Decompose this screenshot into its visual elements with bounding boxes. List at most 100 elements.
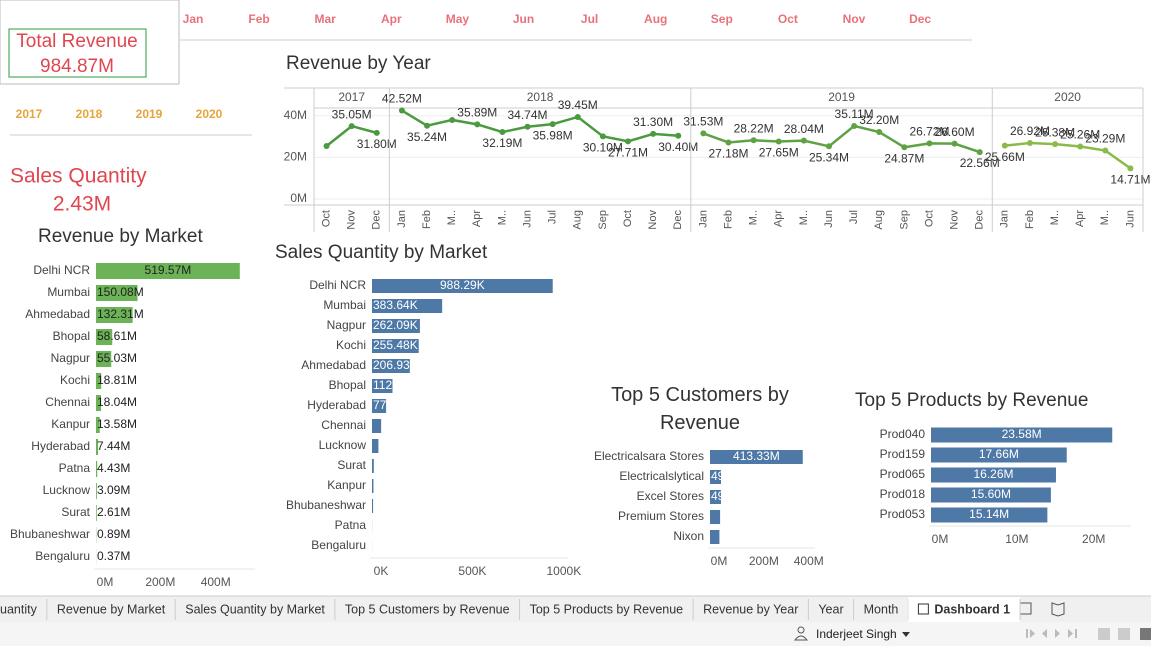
bar [372,419,382,433]
tab-label[interactable]: Revenue by Year [703,602,798,616]
x-tick-label: Jun [823,210,835,228]
line [401,109,679,143]
bar [931,427,1113,443]
x-tick-label: 0M [711,554,728,568]
month-filter[interactable]: Sep [711,12,733,26]
x-tick-label: Oct [923,210,935,227]
x-tick-label: 0M [932,532,949,546]
data-label: 42.52M [382,92,422,106]
nav-controls [1026,628,1151,640]
category-label: Bhopal [329,378,366,392]
tab-label[interactable]: Top 5 Customers by Revenue [345,602,510,616]
data-label: 13.58M [97,417,137,431]
category-label: Ahmedabad [25,307,90,321]
bar [710,450,803,464]
x-tick-label: Apr [1074,210,1086,227]
category-label: Prod018 [880,487,926,501]
category-label: Delhi NCR [33,263,90,277]
year-filter[interactable]: 2019 [136,107,163,121]
x-tick-label: Oct [622,210,634,227]
year-filter[interactable]: 2017 [16,107,43,121]
x-tick-label: 1000K [547,564,582,578]
user-dropdown[interactable] [902,632,910,637]
month-filter[interactable]: Jun [513,12,534,26]
tab-label[interactable]: Dashboard 1 [934,602,1010,616]
month-filter[interactable]: Jul [581,12,598,26]
category-label: Bhubaneshwar [286,498,366,512]
user-name[interactable]: Inderjeet Singh [816,627,897,641]
data-label: 25.26M [1060,128,1100,142]
bar [372,319,420,333]
chart-title: Top 5 Customers by Revenue [611,384,789,434]
bar [372,439,379,453]
data-label: 39.45M [558,98,598,112]
bar [710,530,720,544]
category-label: Bhubaneshwar [10,527,90,541]
data-label: 0.37M [97,549,130,563]
category-label: Prod053 [880,507,926,521]
data-label: 262.09K [373,318,418,332]
point [700,130,707,137]
x-tick-label: 400M [794,554,824,568]
data-label: 206.93 [373,358,410,372]
x-tick-label: 200M [749,554,779,568]
data-label: 55.03M [97,351,137,365]
x-tick-label: M.. [798,210,810,225]
line [1004,141,1132,170]
point [524,123,531,130]
tab-label[interactable]: Sales Quantity by Market [185,602,325,616]
tab-label[interactable]: Top 5 Products by Revenue [530,602,684,616]
month-filter[interactable]: Aug [644,12,667,26]
data-label: 26.72M [909,125,949,139]
tab-label[interactable]: Revenue by Market [57,602,166,616]
data-label: 24.87M [884,151,924,165]
tab-label[interactable]: uantity [0,602,38,616]
month-filter[interactable]: May [446,12,470,26]
month-filter[interactable]: Jan [183,12,204,26]
data-label: 18.81M [97,373,137,387]
data-label: 112 [373,378,392,392]
category-label: Lucknow [43,483,91,497]
pane-header: 2017 [338,90,365,104]
tab-label[interactable]: Month [864,602,899,616]
bar [372,399,387,413]
data-label: 27.71M [608,146,648,160]
category-label: Chennai [45,395,90,409]
month-filter[interactable]: Dec [909,12,931,26]
point [901,144,908,151]
point [1026,140,1033,147]
x-tick-label: Dec [974,210,986,230]
bar [96,373,102,389]
month-filter[interactable]: Feb [248,12,269,26]
point [373,129,380,136]
x-tick-label: 0M [97,575,114,589]
y-tick-label: 40M [284,108,307,122]
month-filter[interactable]: Apr [381,12,402,26]
bar [96,483,97,499]
data-label: 519.57M [145,263,192,277]
x-tick-label: Dec [672,210,684,230]
x-tick-label: Jan [697,210,709,228]
month-filter[interactable]: Mar [315,12,337,26]
chart-title: Revenue by Year [286,53,431,74]
tab[interactable] [908,597,1021,622]
data-label: 28.04M [784,122,824,136]
bar [96,505,97,521]
tab-label[interactable]: Year [818,602,843,616]
x-tick-label: Jun [521,210,533,228]
data-label: 31.30M [633,115,673,129]
year-filter[interactable]: 2020 [196,107,223,121]
pane-header: 2019 [828,90,855,104]
x-tick-label: Jul [547,210,559,224]
data-label: 35.98M [533,128,573,142]
kpi-value: 2.43M [53,193,111,216]
year-filter[interactable]: 2018 [76,107,103,121]
category-label: Patna [335,518,367,532]
data-label: 23.58M [1002,427,1042,441]
x-tick-label: Jan [396,210,408,228]
month-filter[interactable]: Nov [843,12,866,26]
category-label: Nagpur [327,318,366,332]
category-label: Ahmedabad [301,358,366,372]
data-label: 32.20M [859,113,899,127]
month-filter[interactable]: Oct [778,12,798,26]
